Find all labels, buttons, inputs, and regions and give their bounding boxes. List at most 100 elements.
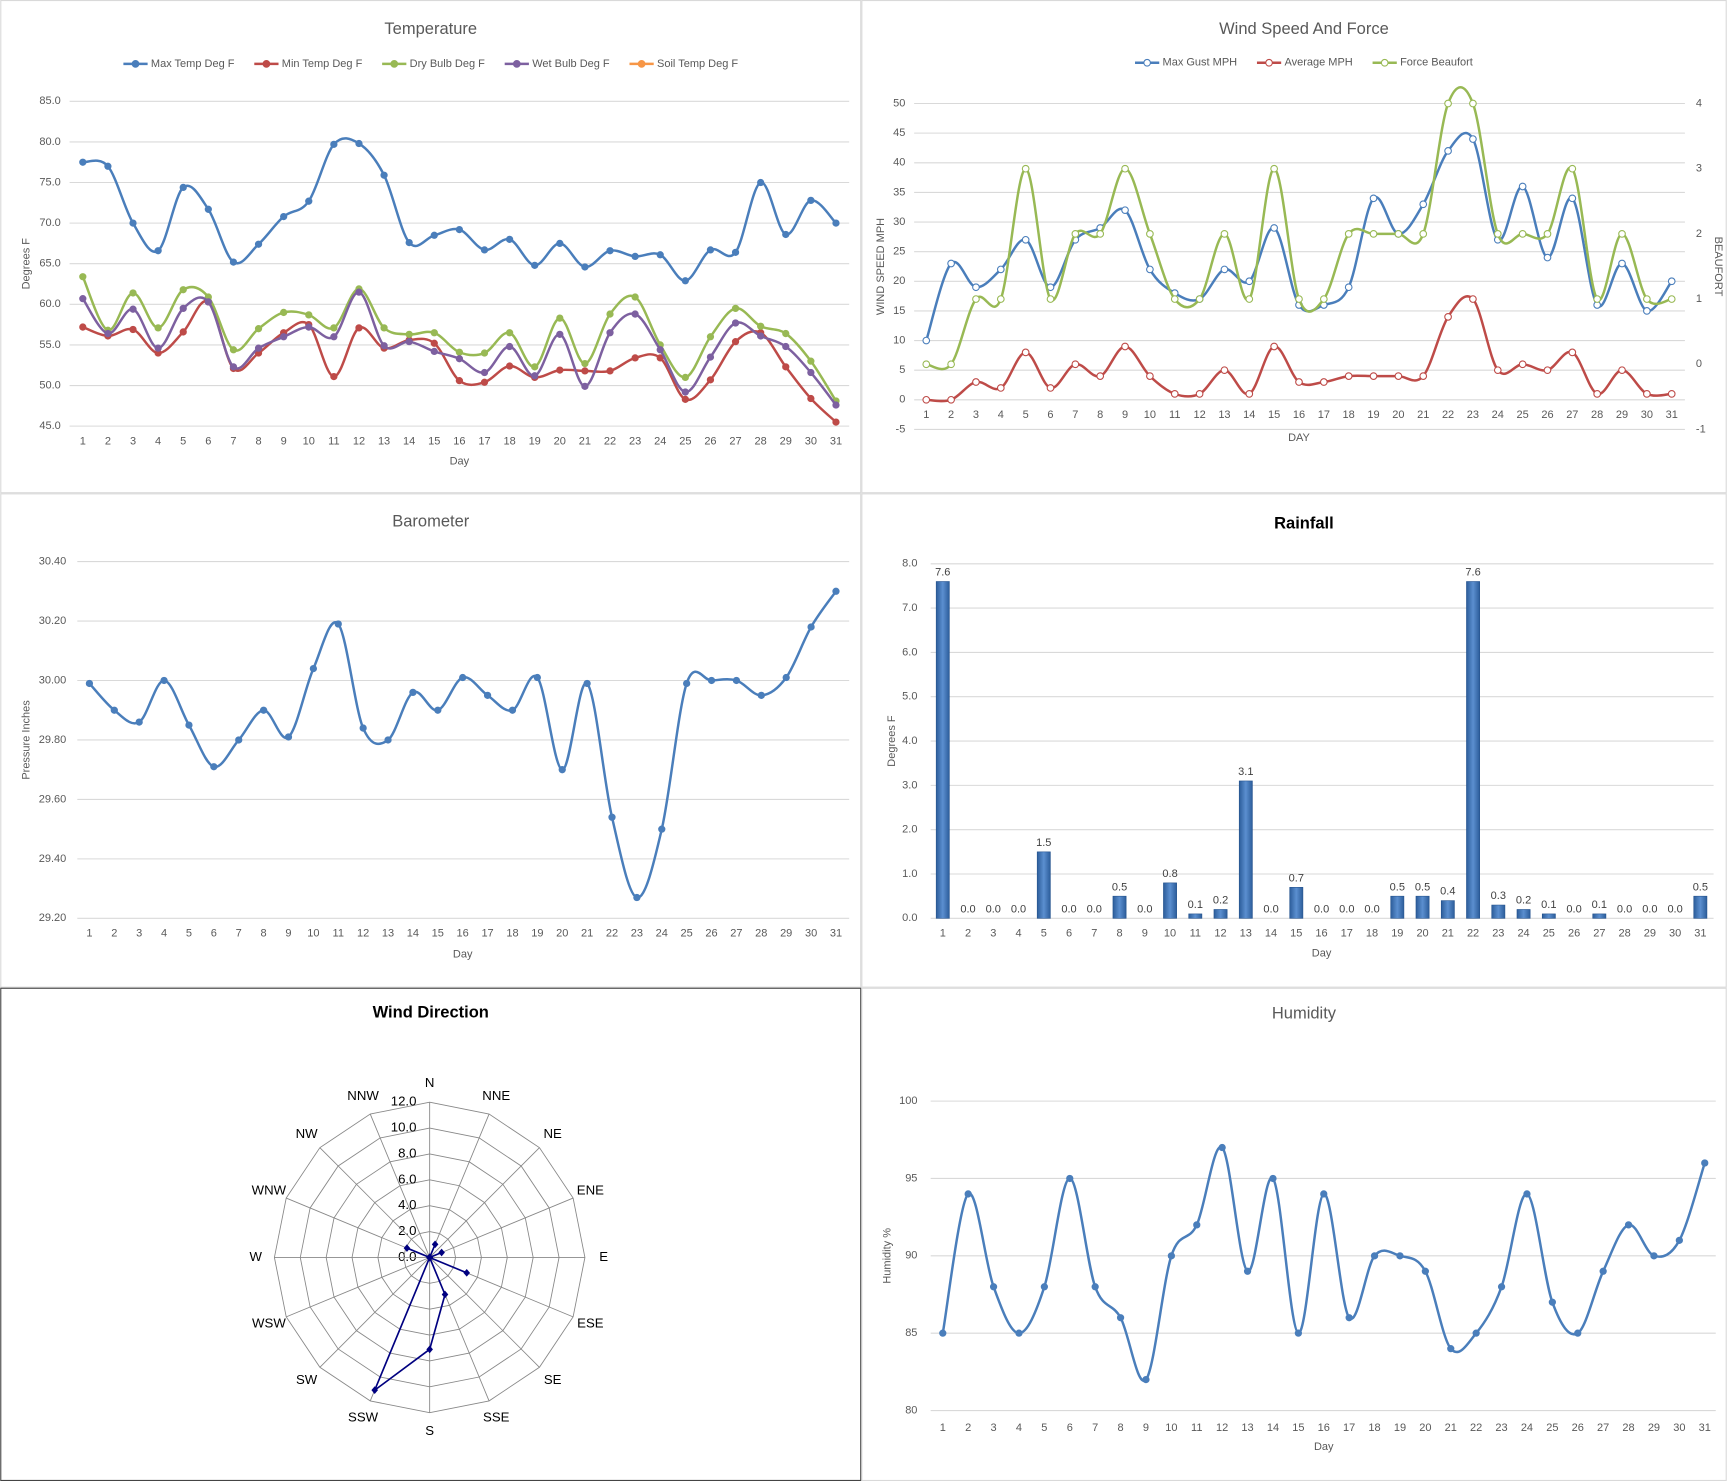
- marker: [1121, 164, 1129, 173]
- marker: [1218, 1143, 1226, 1152]
- marker: [1568, 194, 1577, 203]
- y-tick-label: 5.0: [902, 691, 917, 703]
- x-tick-label: 10: [303, 435, 315, 447]
- marker: [1116, 1314, 1125, 1322]
- marker: [79, 273, 87, 281]
- x-tick-label: 24: [656, 928, 668, 940]
- marker: [606, 367, 614, 375]
- marker: [1419, 372, 1428, 380]
- x-tick-label: 20: [556, 928, 568, 940]
- bar: [1491, 904, 1506, 919]
- x-tick-label: 28: [1618, 928, 1630, 940]
- x-tick-label: 11: [333, 928, 344, 940]
- marker: [782, 363, 790, 371]
- x-tick-label: 22: [606, 928, 618, 940]
- x-tick-label: 2: [111, 928, 117, 940]
- marker: [1493, 366, 1502, 375]
- y-tick-label: 29.60: [39, 793, 67, 805]
- x-tick-label: 13: [382, 928, 394, 940]
- y-tick-label: 5: [899, 364, 905, 376]
- marker: [606, 310, 614, 318]
- marker: [1518, 360, 1527, 369]
- y-tick-label: 30.40: [39, 555, 67, 567]
- marker: [631, 293, 639, 301]
- legend-marker: [637, 60, 646, 68]
- x-tick-label: 3: [130, 435, 136, 447]
- radar-spoke: [429, 1147, 540, 1258]
- marker: [731, 319, 740, 327]
- marker: [807, 623, 815, 631]
- x-tick-label: 19: [1367, 409, 1379, 421]
- y2-tick-label: 3: [1696, 163, 1702, 175]
- x-tick-label: 7: [1092, 1422, 1098, 1434]
- data-label: 0.2: [1516, 895, 1531, 907]
- data-label: 0.0: [1617, 903, 1632, 915]
- y-tick-label: 20: [893, 275, 905, 287]
- marker: [505, 342, 514, 351]
- x-tick-label: 1: [940, 928, 946, 940]
- marker: [254, 344, 263, 352]
- x-tick-label: 8: [255, 435, 261, 447]
- x-tick-label: 3: [990, 928, 996, 940]
- x-tick-label: 15: [1290, 928, 1302, 940]
- marker: [1469, 135, 1477, 143]
- x-tick-label: 27: [730, 928, 742, 940]
- x-tick-label: 16: [1293, 409, 1305, 421]
- r-tick-label: 12.0: [391, 1094, 417, 1109]
- marker: [707, 676, 716, 685]
- x-axis-label: DAY: [1288, 432, 1310, 444]
- x-tick-label: 4: [155, 435, 161, 447]
- marker: [160, 676, 168, 685]
- category-label: E: [599, 1249, 608, 1264]
- category-label: ESE: [577, 1316, 604, 1331]
- marker: [1599, 1267, 1607, 1275]
- marker: [1493, 230, 1502, 238]
- category-label: W: [249, 1249, 262, 1264]
- x-tick-label: 29: [780, 928, 792, 940]
- x-tick-label: 18: [503, 435, 515, 447]
- radar-spoke: [286, 1257, 430, 1318]
- marker: [1170, 390, 1179, 398]
- data-label: 0.5: [1415, 881, 1430, 893]
- y-tick-label: 4.0: [902, 735, 917, 747]
- x-tick-label: 25: [679, 435, 691, 447]
- data-label: 7.6: [1465, 567, 1480, 579]
- marker: [996, 265, 1005, 274]
- marker: [359, 724, 367, 732]
- marker: [430, 231, 438, 239]
- marker: [254, 325, 263, 333]
- x-tick-label: 14: [1265, 928, 1277, 940]
- category-label: SSW: [348, 1410, 379, 1425]
- bar: [1516, 909, 1531, 919]
- x-tick-label: 25: [1543, 928, 1555, 940]
- marker: [1344, 230, 1353, 238]
- x-tick-label: 4: [998, 409, 1004, 421]
- marker: [681, 373, 689, 382]
- x-tick-label: 20: [1416, 928, 1428, 940]
- bar: [1036, 851, 1051, 919]
- marker: [1469, 99, 1477, 108]
- x-tick-label: 6: [205, 435, 211, 447]
- marker: [631, 354, 639, 362]
- marker: [656, 251, 664, 259]
- marker: [1667, 295, 1676, 303]
- marker: [807, 394, 815, 403]
- x-tick-label: 12: [353, 435, 365, 447]
- x-tick-label: 15: [428, 435, 440, 447]
- marker: [405, 330, 413, 339]
- marker: [85, 679, 94, 688]
- x-tick-label: 16: [1318, 1422, 1330, 1434]
- marker: [1643, 390, 1651, 398]
- radar-marker: [431, 1240, 439, 1249]
- marker: [129, 289, 137, 297]
- marker: [1667, 390, 1676, 398]
- marker: [706, 353, 715, 361]
- x-tick-label: 11: [1190, 928, 1201, 940]
- marker: [305, 311, 313, 319]
- marker: [1369, 230, 1378, 238]
- marker: [972, 283, 980, 292]
- marker: [380, 324, 388, 332]
- x-tick-label: 26: [704, 435, 716, 447]
- radar-spoke: [429, 1113, 490, 1258]
- category-label: WNW: [252, 1182, 287, 1197]
